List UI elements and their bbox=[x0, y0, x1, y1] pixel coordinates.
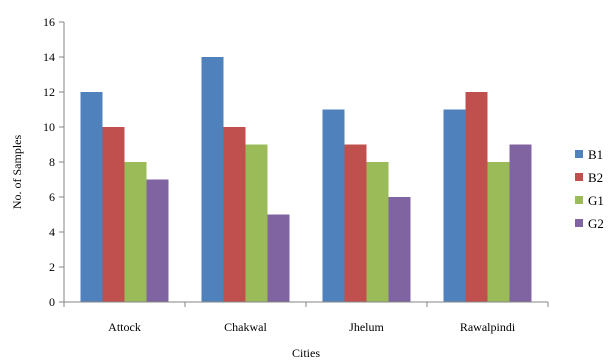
legend-swatch-b2 bbox=[575, 173, 583, 181]
x-axis-title: Cities bbox=[292, 346, 320, 360]
y-tick-label: 16 bbox=[43, 15, 55, 29]
x-category-label: Chakwal bbox=[224, 320, 267, 334]
legend-swatch-g2 bbox=[575, 219, 583, 227]
bar-g2-rawalpindi bbox=[509, 144, 532, 302]
bar-b1-jhelum bbox=[322, 109, 345, 302]
y-tick-label: 12 bbox=[43, 85, 55, 99]
bar-g2-chakwal bbox=[267, 214, 290, 302]
y-tick-label: 0 bbox=[49, 295, 55, 309]
y-tick-label: 10 bbox=[43, 120, 55, 134]
bar-g1-jhelum bbox=[366, 162, 389, 302]
x-category-label: Rawalpindi bbox=[460, 320, 516, 334]
bar-g1-attock bbox=[124, 162, 147, 302]
y-tick-label: 6 bbox=[49, 190, 55, 204]
y-axis-title: No. of Samples bbox=[10, 135, 24, 210]
y-tick-label: 8 bbox=[49, 155, 55, 169]
bar-b1-attock bbox=[80, 92, 103, 302]
x-category-label: Attock bbox=[108, 320, 141, 334]
bar-b2-attock bbox=[102, 127, 125, 302]
y-tick-label: 4 bbox=[49, 225, 55, 239]
legend-label-g2: G2 bbox=[588, 216, 604, 231]
x-category-label: Jhelum bbox=[349, 320, 384, 334]
bars bbox=[80, 57, 532, 302]
bar-g2-attock bbox=[146, 179, 169, 302]
bar-b2-chakwal bbox=[223, 127, 246, 302]
legend-label-b1: B1 bbox=[588, 147, 603, 162]
legend-label-b2: B2 bbox=[588, 170, 603, 185]
bar-b1-rawalpindi bbox=[443, 109, 466, 302]
y-tick-label: 14 bbox=[43, 50, 55, 64]
bar-b2-rawalpindi bbox=[465, 92, 488, 302]
y-tick-label: 2 bbox=[49, 260, 55, 274]
x-axis-categories: Attock Chakwal Jhelum Rawalpindi bbox=[63, 302, 549, 334]
bar-b2-jhelum bbox=[344, 144, 367, 302]
legend-swatch-g1 bbox=[575, 196, 583, 204]
bar-g1-rawalpindi bbox=[487, 162, 510, 302]
bar-g1-chakwal bbox=[245, 144, 268, 302]
bar-g2-jhelum bbox=[388, 197, 411, 302]
y-axis-ticks: 0 2 4 6 8 10 12 14 16 bbox=[43, 15, 64, 309]
legend: B1 B2 G1 G2 bbox=[575, 147, 604, 231]
legend-swatch-b1 bbox=[575, 150, 583, 158]
bar-b1-chakwal bbox=[201, 57, 224, 302]
legend-label-g1: G1 bbox=[588, 193, 604, 208]
